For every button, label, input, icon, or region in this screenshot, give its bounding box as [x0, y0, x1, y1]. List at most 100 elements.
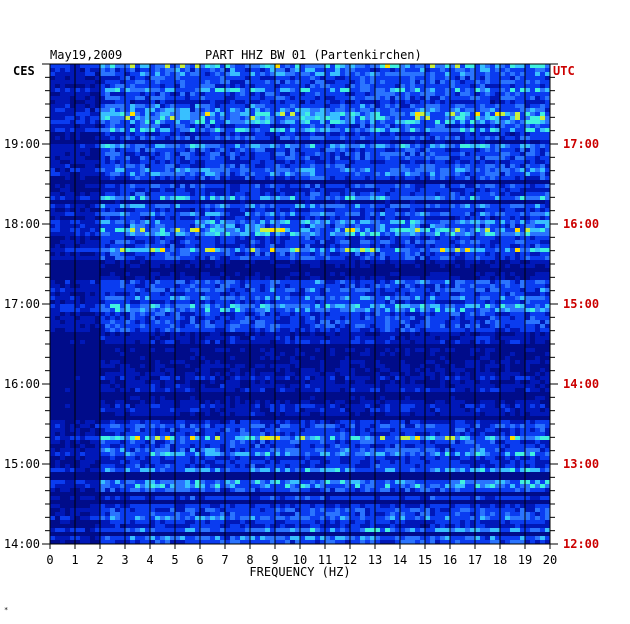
heatmap-cell: [345, 204, 350, 208]
heatmap-cell: [380, 100, 385, 104]
heatmap-cell: [240, 100, 245, 104]
heatmap-cell: [415, 164, 420, 168]
heatmap-cell: [370, 220, 375, 224]
heatmap-cell: [270, 244, 275, 248]
heatmap-cell: [50, 116, 55, 120]
heatmap-cell: [215, 276, 220, 280]
heatmap-cell: [195, 212, 200, 216]
heatmap-cell: [105, 176, 110, 180]
heatmap-cell: [90, 204, 95, 208]
heatmap-cell: [330, 168, 335, 172]
heatmap-cell: [365, 128, 370, 132]
heatmap-cell: [430, 164, 435, 168]
heatmap-cell: [365, 136, 370, 140]
heatmap-cell: [155, 272, 160, 276]
heatmap-cell: [195, 244, 200, 248]
heatmap-cell: [190, 148, 195, 152]
heatmap-cell: [280, 240, 285, 244]
heatmap-cell: [415, 284, 420, 288]
heatmap-cell: [290, 188, 295, 192]
heatmap-cell: [340, 272, 345, 276]
heatmap-cell: [375, 88, 380, 92]
heatmap-cell: [415, 236, 420, 240]
heatmap-cell: [170, 280, 175, 284]
heatmap-cell: [435, 276, 440, 280]
heatmap-cell: [375, 284, 380, 288]
heatmap-cell: [85, 220, 90, 224]
heatmap-cell: [375, 232, 380, 236]
heatmap-cell: [230, 216, 235, 220]
heatmap-cell: [295, 92, 300, 96]
heatmap-cell: [180, 204, 185, 208]
heatmap-cell: [85, 208, 90, 212]
heatmap-cell: [385, 252, 390, 256]
heatmap-cell: [290, 164, 295, 168]
heatmap-cell: [315, 224, 320, 228]
heatmap-cell: [210, 136, 215, 140]
heatmap-cell: [390, 216, 395, 220]
heatmap-cell: [115, 200, 120, 204]
heatmap-cell: [345, 80, 350, 84]
heatmap-cell: [105, 168, 110, 172]
heatmap-cell: [465, 204, 470, 208]
heatmap-cell: [185, 64, 190, 68]
heatmap-cell: [335, 192, 340, 196]
heatmap-cell: [100, 64, 105, 68]
heatmap-cell: [460, 132, 465, 136]
heatmap-cell: [115, 132, 120, 136]
heatmap-cell: [535, 116, 540, 120]
heatmap-cell: [385, 184, 390, 188]
heatmap-cell: [55, 112, 60, 116]
heatmap-cell: [245, 92, 250, 96]
heatmap-cell: [200, 292, 205, 296]
heatmap-cell: [140, 176, 145, 180]
heatmap-cell: [455, 204, 460, 208]
heatmap-cell: [515, 288, 520, 292]
heatmap-cell: [225, 208, 230, 212]
heatmap-cell: [305, 224, 310, 228]
heatmap-cell: [140, 288, 145, 292]
heatmap-cell: [490, 204, 495, 208]
heatmap-cell: [190, 76, 195, 80]
heatmap-cell: [240, 176, 245, 180]
heatmap-cell: [135, 248, 140, 252]
heatmap-cell: [445, 72, 450, 76]
heatmap-cell: [365, 156, 370, 160]
heatmap-cell: [485, 216, 490, 220]
heatmap-cell: [200, 156, 205, 160]
heatmap-cell: [305, 116, 310, 120]
heatmap-cell: [395, 236, 400, 240]
heatmap-cell: [410, 156, 415, 160]
heatmap-cell: [375, 172, 380, 176]
heatmap-cell: [150, 284, 155, 288]
heatmap-cell: [300, 232, 305, 236]
heatmap-cell: [140, 224, 145, 228]
heatmap-cell: [120, 260, 125, 264]
heatmap-cell: [440, 152, 445, 156]
heatmap-cell: [195, 228, 200, 232]
heatmap-cell: [125, 84, 130, 88]
heatmap-cell: [495, 212, 500, 216]
heatmap-cell: [65, 164, 70, 168]
heatmap-cell: [325, 244, 330, 248]
heatmap-cell: [395, 272, 400, 276]
heatmap-cell: [260, 192, 265, 196]
heatmap-cell: [480, 256, 485, 260]
heatmap-cell: [320, 232, 325, 236]
heatmap-cell: [310, 276, 315, 280]
heatmap-cell: [400, 280, 405, 284]
heatmap-cell: [490, 252, 495, 256]
heatmap-cell: [460, 128, 465, 132]
heatmap-cell: [215, 124, 220, 128]
heatmap-cell: [400, 276, 405, 280]
heatmap-cell: [515, 256, 520, 260]
heatmap-cell: [155, 236, 160, 240]
heatmap-cell: [135, 120, 140, 124]
heatmap-cell: [295, 236, 300, 240]
heatmap-cell: [230, 108, 235, 112]
heatmap-cell: [400, 228, 405, 232]
heatmap-cell: [270, 256, 275, 260]
heatmap-cell: [475, 76, 480, 80]
heatmap-cell: [205, 196, 210, 200]
heatmap-cell: [200, 244, 205, 248]
